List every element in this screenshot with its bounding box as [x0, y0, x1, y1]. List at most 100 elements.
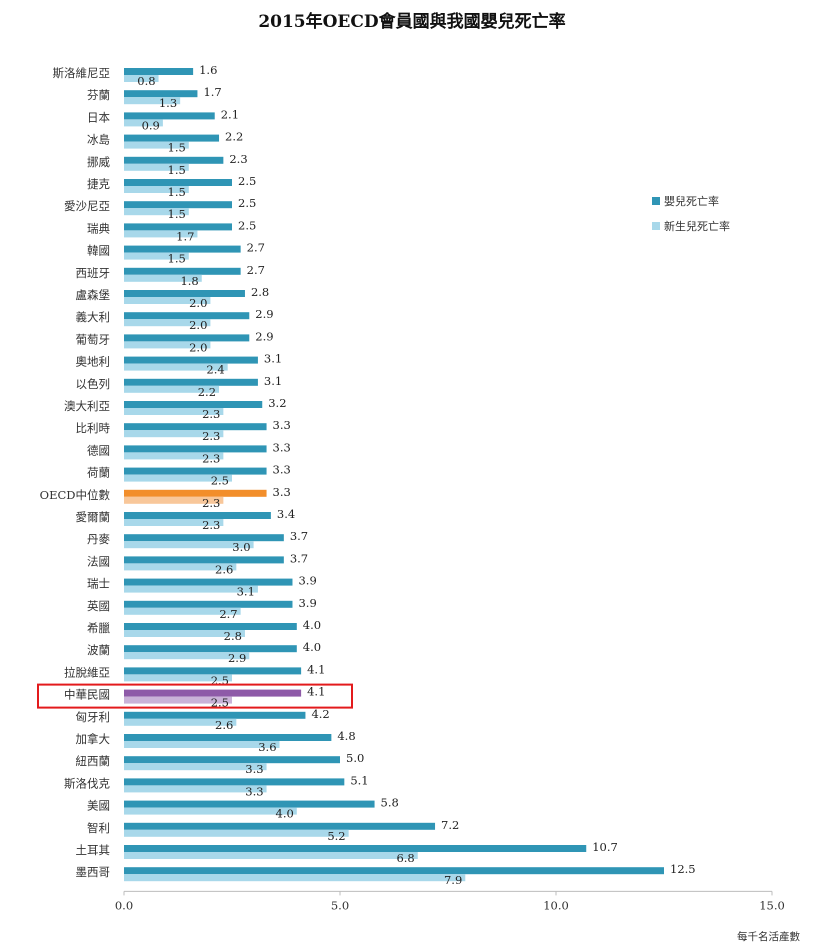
bar-infant-mortality: [124, 312, 250, 320]
bar-infant-mortality: [124, 689, 302, 697]
category-label: 義大利: [76, 310, 111, 324]
bar-neonatal-mortality: [124, 163, 189, 171]
value-label-infant-mortality: 5.1: [350, 773, 368, 787]
category-label: 芬蘭: [87, 88, 110, 102]
value-label-infant-mortality: 2.7: [247, 263, 265, 277]
value-label-neonatal-mortality: 1.8: [180, 274, 198, 288]
value-label-neonatal-mortality: 1.5: [168, 207, 186, 221]
bar-neonatal-mortality: [124, 674, 232, 682]
value-label-neonatal-mortality: 1.5: [168, 185, 186, 199]
bar-infant-mortality: [124, 112, 215, 120]
bar-neonatal-mortality: [124, 852, 418, 859]
bar-neonatal-mortality: [124, 807, 297, 815]
value-label-infant-mortality: 3.1: [264, 374, 282, 388]
value-label-infant-mortality: 2.1: [221, 107, 239, 121]
category-label: 墨西哥: [76, 865, 111, 879]
value-label-neonatal-mortality: 2.5: [211, 474, 229, 488]
bar-infant-mortality: [124, 356, 258, 364]
value-label-infant-mortality: 2.5: [238, 174, 256, 188]
bar-neonatal-mortality: [124, 696, 232, 704]
value-label-infant-mortality: 3.9: [298, 574, 316, 588]
value-label-neonatal-mortality: 2.0: [189, 296, 207, 310]
x-tick-label: 10.0: [543, 898, 569, 912]
value-label-infant-mortality: 1.6: [199, 63, 217, 77]
category-label: 斯洛維尼亞: [53, 66, 111, 80]
bar-infant-mortality: [124, 778, 345, 786]
bar-infant-mortality: [124, 534, 284, 542]
value-label-infant-mortality: 4.0: [303, 640, 321, 654]
category-label: 日本: [87, 110, 110, 124]
value-label-neonatal-mortality: 0.8: [137, 74, 155, 88]
value-label-neonatal-mortality: 2.6: [215, 718, 233, 732]
value-label-infant-mortality: 7.2: [441, 818, 459, 832]
value-label-neonatal-mortality: 2.0: [189, 318, 207, 332]
category-label: 比利時: [76, 421, 111, 435]
category-label: 愛爾蘭: [76, 510, 111, 524]
bar-infant-mortality: [124, 267, 241, 275]
value-label-infant-mortality: 3.3: [273, 440, 291, 454]
bar-neonatal-mortality: [124, 385, 220, 393]
category-label: 希臘: [87, 621, 110, 635]
value-label-neonatal-mortality: 3.3: [245, 784, 263, 798]
bar-infant-mortality: [124, 179, 232, 186]
bar-neonatal-mortality: [124, 474, 232, 482]
value-label-infant-mortality: 3.7: [290, 529, 308, 543]
bar-neonatal-mortality: [124, 718, 237, 726]
bar-neonatal-mortality: [124, 230, 198, 238]
bar-neonatal-mortality: [124, 319, 211, 327]
value-label-infant-mortality: 3.7: [290, 551, 308, 565]
value-label-neonatal-mortality: 2.3: [202, 451, 220, 465]
bar-neonatal-mortality: [124, 341, 211, 349]
bar-infant-mortality: [124, 822, 436, 830]
value-label-infant-mortality: 4.1: [307, 662, 325, 676]
value-label-infant-mortality: 2.9: [255, 329, 273, 343]
value-label-infant-mortality: 1.7: [203, 85, 221, 99]
bar-neonatal-mortality: [124, 363, 228, 371]
x-axis: 0.0 5.0 10.0 15.0: [115, 890, 785, 912]
x-tick-label: 0.0: [115, 898, 133, 912]
legend-swatch: [652, 197, 660, 205]
category-label: 愛沙尼亞: [64, 199, 110, 213]
value-label-infant-mortality: 5.0: [346, 751, 364, 765]
bar-neonatal-mortality: [124, 430, 224, 438]
value-label-infant-mortality: 2.3: [229, 152, 247, 166]
value-label-infant-mortality: 3.3: [273, 418, 291, 432]
bar-neonatal-mortality: [124, 496, 224, 504]
bar-neonatal-mortality: [124, 630, 245, 637]
bar-infant-mortality: [124, 378, 258, 386]
value-label-neonatal-mortality: 1.7: [176, 229, 194, 243]
bar-neonatal-mortality: [124, 274, 202, 282]
value-label-neonatal-mortality: 2.5: [211, 696, 229, 710]
bar-infant-mortality: [124, 756, 340, 764]
value-label-neonatal-mortality: 1.5: [168, 141, 186, 155]
bar-neonatal-mortality: [124, 408, 224, 415]
category-label: 波蘭: [87, 643, 110, 657]
value-label-infant-mortality: 4.8: [337, 729, 355, 743]
value-label-neonatal-mortality: 3.3: [245, 762, 263, 776]
bar-infant-mortality: [124, 68, 194, 75]
value-label-neonatal-mortality: 1.5: [168, 163, 186, 177]
category-label: 中華民國: [64, 688, 110, 702]
bars: 斯洛維尼亞 1.6 0.8 芬蘭 1.7 1.3 日本 2.1 0.9 冰島 2.2 1.5 挪威 2.3…: [37, 63, 696, 887]
value-label-infant-mortality: 12.5: [670, 862, 696, 876]
bar-infant-mortality: [124, 423, 267, 431]
value-label-neonatal-mortality: 2.2: [198, 385, 216, 399]
chart-title: 2015年OECD會員國與我國嬰兒死亡率: [258, 11, 565, 32]
category-label: 葡萄牙: [76, 332, 111, 346]
value-label-infant-mortality: 2.7: [247, 241, 265, 255]
bar-infant-mortality: [124, 245, 241, 253]
bar-neonatal-mortality: [124, 186, 189, 193]
value-label-infant-mortality: 2.5: [238, 196, 256, 210]
category-label: 韓國: [87, 244, 110, 258]
value-label-infant-mortality: 3.3: [273, 485, 291, 499]
bar-neonatal-mortality: [124, 252, 189, 260]
category-label: 澳大利亞: [64, 399, 110, 413]
bar-infant-mortality: [124, 90, 198, 98]
bar-infant-mortality: [124, 489, 267, 497]
bar-neonatal-mortality: [124, 652, 250, 660]
value-label-infant-mortality: 4.0: [303, 618, 321, 632]
value-label-infant-mortality: 3.4: [277, 507, 295, 521]
category-label: 瑞典: [87, 221, 110, 235]
value-label-infant-mortality: 4.2: [311, 707, 329, 721]
bar-neonatal-mortality: [124, 141, 189, 149]
